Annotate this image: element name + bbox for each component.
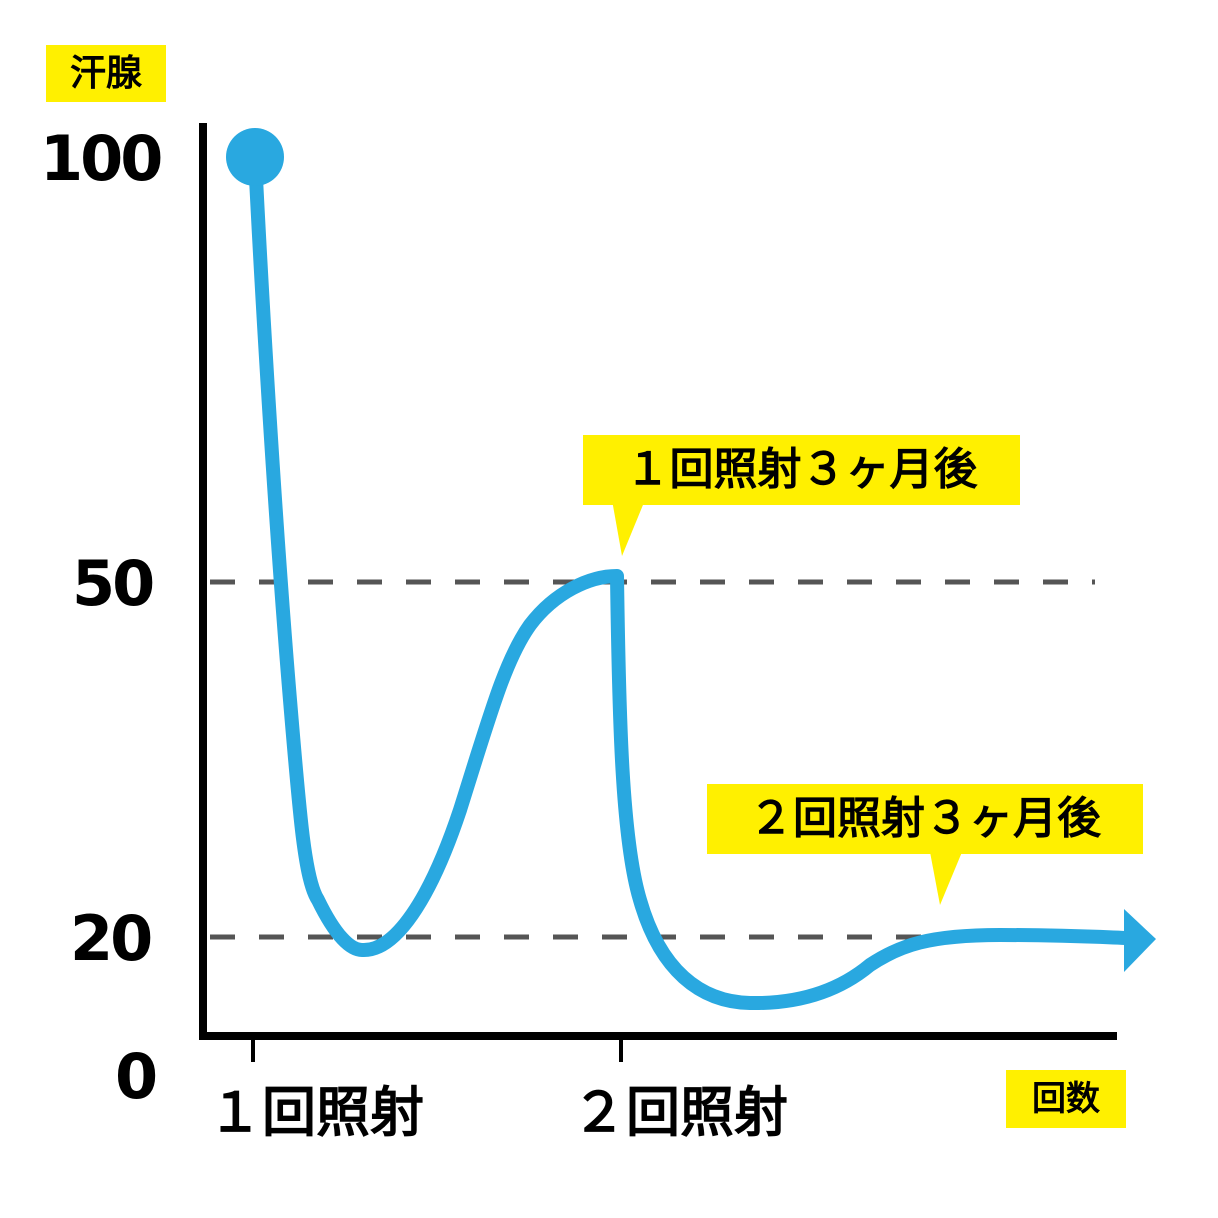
y-tick-100: 100	[40, 122, 163, 195]
callout-1: １回照射３ヶ月後	[583, 435, 1020, 505]
x-tick-label-2: ２回照射	[572, 1081, 788, 1144]
callout-1-pointer	[612, 500, 645, 556]
callout-2-pointer	[930, 852, 962, 905]
x-axis-title: 回数	[1006, 1070, 1126, 1128]
x-tick-label-1: １回照射	[208, 1081, 424, 1144]
start-point-marker	[226, 128, 284, 186]
data-line	[248, 157, 1129, 1011]
callout-2: ２回照射３ヶ月後	[707, 784, 1143, 854]
arrow-head-icon	[1124, 909, 1156, 972]
y-tick-20: 20	[70, 902, 153, 975]
y-axis-title: 汗腺	[46, 45, 166, 102]
y-tick-0: 0	[115, 1040, 158, 1113]
y-tick-50: 50	[72, 547, 155, 620]
